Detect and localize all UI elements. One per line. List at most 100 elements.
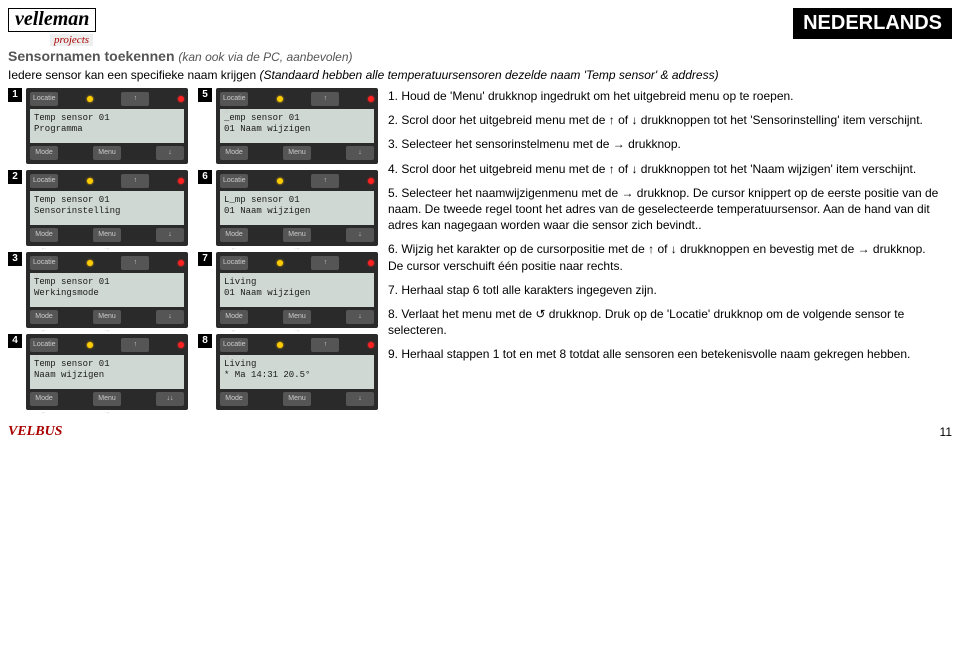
led-red-icon: [368, 342, 374, 348]
step-badge: 2: [8, 170, 22, 184]
lcd-panel-6: 6 Locatie↺ ↑ L_mp sensor 01 01 Naam wijz…: [198, 170, 378, 246]
logo-sub-text: projects: [50, 34, 93, 46]
lcd-screen: Temp sensor 01 Sensorinstelling: [30, 191, 184, 225]
led-red-icon: [178, 96, 184, 102]
lcd-panel-4: 4 Locatie↺ ↑ Temp sensor 01 Naam wijzige…: [8, 334, 188, 410]
lcd-menu-button[interactable]: Menu: [283, 146, 311, 160]
lcd-mode-button[interactable]: Mode←: [30, 228, 58, 242]
brand-logo: velleman projects: [8, 8, 138, 56]
step-4: 4. Scrol door het uitgebreid menu met de…: [388, 161, 952, 177]
lcd-panel-2: 2 Locatie↺ ↑ Temp sensor 01 Sensorinstel…: [8, 170, 188, 246]
lcd-mode-button[interactable]: Mode: [220, 146, 248, 160]
lcd-menu-button[interactable]: Menu→: [93, 310, 121, 324]
lcd-menu-button[interactable]: Menu→: [93, 228, 121, 242]
intro-line: Iedere sensor kan een specifieke naam kr…: [8, 68, 952, 82]
led-yellow-icon: [87, 260, 93, 266]
lcd-down-button[interactable]: ↓: [346, 392, 374, 406]
lcd-device: Locatie↺ ↑ Temp sensor 01 Naam wijzigen …: [26, 334, 188, 410]
lcd-menu-button[interactable]: Menu→: [283, 310, 311, 324]
lcd-screen: Living * Ma 14:31 20.5°: [220, 355, 374, 389]
lcd-screen: _emp sensor 01 01 Naam wijzigen: [220, 109, 374, 143]
lcd-up-button[interactable]: ↑: [311, 174, 339, 188]
lcd-column-right: 5 Locatie↺ ↑ _emp sensor 01 01 Naam wijz…: [198, 88, 378, 416]
lcd-device: Locatie↺ ↑ Living 01 Naam wijzigen Mode←…: [216, 252, 378, 328]
lcd-column-left: 1 Locatie↺ ↑ Temp sensor 01 Programma Mo…: [8, 88, 188, 416]
step-badge: 7: [198, 252, 212, 266]
lcd-mode-button[interactable]: Mode: [220, 392, 248, 406]
lcd-panel-1: 1 Locatie↺ ↑ Temp sensor 01 Programma Mo…: [8, 88, 188, 164]
lcd-mode-button[interactable]: Mode←: [30, 392, 58, 406]
step-5: 5. Selecteer het naamwijzigenmenu met de…: [388, 185, 952, 234]
lcd-device: Locatie↺ ↑ Temp sensor 01 Programma Mode…: [26, 88, 188, 164]
lcd-panel-5: 5 Locatie↺ ↑ _emp sensor 01 01 Naam wijz…: [198, 88, 378, 164]
footer-logo: VELBUS: [8, 424, 62, 440]
lcd-locatie-button[interactable]: Locatie↺: [30, 256, 58, 270]
lcd-up-button[interactable]: ↑: [311, 256, 339, 270]
lcd-screen: Temp sensor 01 Werkingsmode: [30, 273, 184, 307]
intro-prefix: Iedere sensor kan een specifieke naam kr…: [8, 68, 259, 82]
lcd-up-button[interactable]: ↑: [121, 256, 149, 270]
lcd-menu-button[interactable]: Menu→: [283, 228, 311, 242]
lcd-down-button[interactable]: ↓: [156, 228, 184, 242]
lcd-device: Locatie↺ ↑ L_mp sensor 01 01 Naam wijzig…: [216, 170, 378, 246]
lcd-locatie-button[interactable]: Locatie↺: [30, 338, 58, 352]
lcd-menu-button[interactable]: Menu→: [93, 392, 121, 406]
page-number: 11: [940, 425, 952, 439]
led-yellow-icon: [277, 260, 283, 266]
lcd-panel-8: 8 Locatie↺ ↑ Living * Ma 14:31 20.5° Mod…: [198, 334, 378, 410]
step-8: 8. Verlaat het menu met de ↺ drukknop. D…: [388, 306, 952, 338]
lcd-mode-button[interactable]: Mode←: [220, 310, 248, 324]
lcd-device: Locatie↺ ↑ Temp sensor 01 Sensorinstelli…: [26, 170, 188, 246]
lcd-down-button[interactable]: ↓↓: [156, 392, 184, 406]
lcd-up-button[interactable]: ↑: [121, 338, 149, 352]
lcd-locatie-button[interactable]: Locatie↺: [220, 256, 248, 270]
lcd-locatie-button[interactable]: Locatie↺: [30, 174, 58, 188]
intro-italic: (Standaard hebben alle temperatuursensor…: [259, 68, 718, 82]
lcd-screen: Temp sensor 01 Naam wijzigen: [30, 355, 184, 389]
lcd-down-button[interactable]: ↓: [346, 146, 374, 160]
lcd-up-button[interactable]: ↑: [121, 92, 149, 106]
lcd-locatie-button[interactable]: Locatie↺: [220, 338, 248, 352]
led-red-icon: [368, 96, 374, 102]
step-badge: 4: [8, 334, 22, 348]
lcd-up-button[interactable]: ↑: [311, 338, 339, 352]
lcd-screen: Living 01 Naam wijzigen: [220, 273, 374, 307]
step-badge: 1: [8, 88, 22, 102]
step-3: 3. Selecteer het sensorinstelmenu met de…: [388, 136, 952, 152]
lcd-mode-button[interactable]: Mode: [30, 146, 58, 160]
step-1: 1. Houd de 'Menu' drukknop ingedrukt om …: [388, 88, 952, 104]
lcd-locatie-button[interactable]: Locatie↺: [220, 92, 248, 106]
lcd-panel-3: 3 Locatie↺ ↑ Temp sensor 01 Werkingsmode…: [8, 252, 188, 328]
step-badge: 5: [198, 88, 212, 102]
led-yellow-icon: [277, 342, 283, 348]
led-red-icon: [178, 342, 184, 348]
lcd-down-button[interactable]: ↓: [156, 310, 184, 324]
lcd-locatie-button[interactable]: Locatie↺: [30, 92, 58, 106]
led-yellow-icon: [277, 178, 283, 184]
instructions-column: 1. Houd de 'Menu' drukknop ingedrukt om …: [388, 88, 952, 416]
step-badge: 3: [8, 252, 22, 266]
lcd-mode-button[interactable]: Mode←: [220, 228, 248, 242]
lcd-device: Locatie↺ ↑ Living * Ma 14:31 20.5° Mode …: [216, 334, 378, 410]
lcd-up-button[interactable]: ↑: [121, 174, 149, 188]
step-badge: 6: [198, 170, 212, 184]
lcd-menu-button[interactable]: Menu: [93, 146, 121, 160]
lcd-down-button[interactable]: ↓: [156, 146, 184, 160]
step-6: 6. Wijzig het karakter op de cursorposit…: [388, 241, 952, 273]
led-yellow-icon: [87, 96, 93, 102]
led-red-icon: [368, 178, 374, 184]
lcd-down-button[interactable]: ↓: [346, 310, 374, 324]
logo-main-text: velleman: [8, 8, 96, 32]
lcd-mode-button[interactable]: Mode←: [30, 310, 58, 324]
section-subtitle: (kan ook via de PC, aanbevolen): [178, 50, 352, 64]
led-red-icon: [178, 178, 184, 184]
lcd-up-button[interactable]: ↑: [311, 92, 339, 106]
led-yellow-icon: [277, 96, 283, 102]
lcd-screen: L_mp sensor 01 01 Naam wijzigen: [220, 191, 374, 225]
lcd-panel-7: 7 Locatie↺ ↑ Living 01 Naam wijzigen Mod…: [198, 252, 378, 328]
lcd-screen: Temp sensor 01 Programma: [30, 109, 184, 143]
lcd-menu-button[interactable]: Menu: [283, 392, 311, 406]
lcd-down-button[interactable]: ↓: [346, 228, 374, 242]
lcd-device: Locatie↺ ↑ Temp sensor 01 Werkingsmode M…: [26, 252, 188, 328]
lcd-locatie-button[interactable]: Locatie↺: [220, 174, 248, 188]
